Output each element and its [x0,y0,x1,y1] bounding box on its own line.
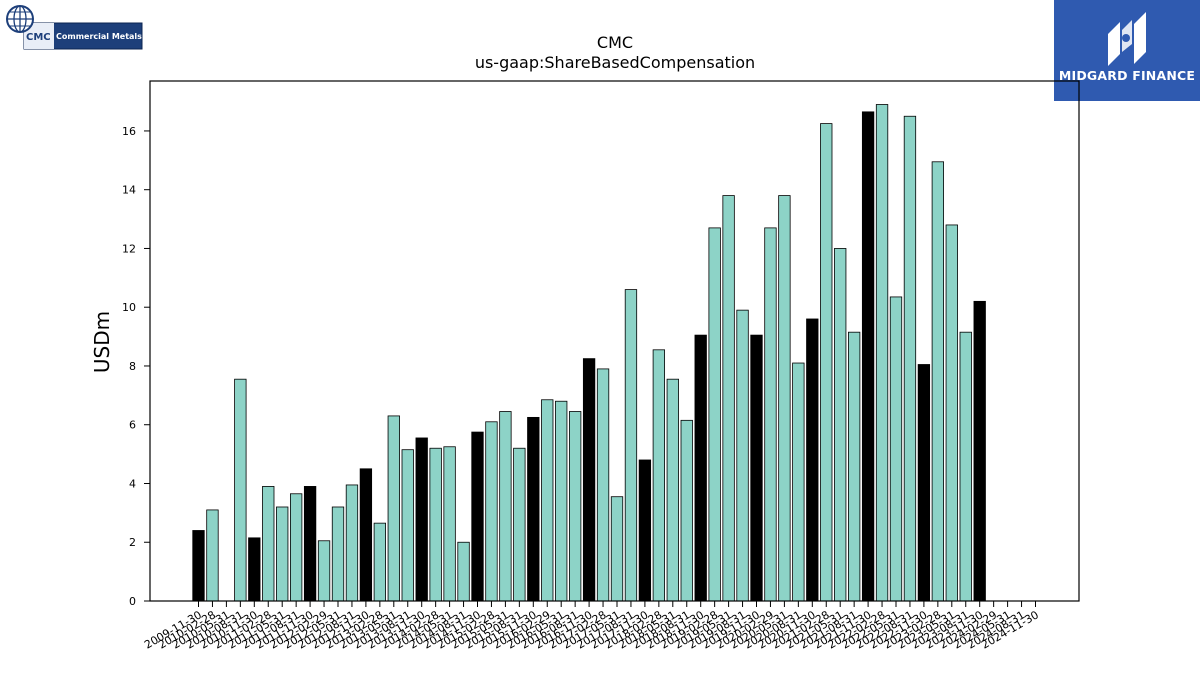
bar-2016-05-31 [555,400,568,602]
bars-group [192,104,986,602]
y-tick-label: 16 [122,125,136,138]
bar-2022-02-28 [875,104,889,602]
bar-2012-11-30 [359,468,373,602]
cmc-logo: CMC Commercial Metals [4,4,144,52]
brand-logo: MIDGARD FINANCE [1054,0,1200,101]
bar-2014-02-28 [429,447,442,602]
bar-2010-11-30 [248,537,261,602]
bar-2010-02-28 [206,509,219,602]
y-tick-label: 6 [129,419,136,432]
bar-2012-02-29 [317,540,331,602]
bar-2020-11-30 [806,318,819,602]
bar-2019-02-28 [708,227,721,602]
bar-2022-08-31 [903,115,917,602]
plot-frame [149,80,1080,602]
y-axis: 0 2 4 6 8 10 12 14 16 [122,125,150,608]
bar-2023-02-28 [931,161,944,602]
bar-2016-02-29 [541,399,554,602]
bar-2010-08-31 [234,378,247,602]
bar-2021-05-31 [834,248,847,602]
bar-2017-02-28 [596,368,610,602]
bar-2021-02-28 [820,123,833,602]
bar-2020-08-31 [792,362,805,602]
cmc-logo-mark: CMC [26,32,51,43]
y-tick-label: 10 [122,301,136,314]
bar-2011-08-31 [289,493,303,602]
bar-2020-02-29 [764,227,777,602]
bar-2018-08-31 [680,419,693,602]
bar-2023-08-31 [959,331,972,602]
bar-2020-05-31 [778,195,791,602]
bar-2021-08-31 [848,331,861,602]
bar-2021-11-30 [861,111,875,602]
bar-2017-11-30 [638,459,652,602]
bar-2015-02-28 [485,421,498,602]
y-tick-label: 14 [122,184,136,197]
brand-name: MIDGARD FINANCE [1058,68,1196,83]
bar-2019-05-31 [722,195,735,602]
y-tick-label: 12 [122,242,136,255]
bar-2015-08-31 [513,447,526,602]
bar-2014-08-31 [457,541,470,602]
bar-2018-02-28 [652,349,665,602]
cmc-logo-name: Commercial Metals [56,32,142,41]
bar-2014-05-31 [443,446,456,602]
bar-2011-05-31 [276,506,289,602]
bar-2022-11-30 [917,364,931,602]
bar-2012-05-31 [331,506,345,602]
bar-2019-11-30 [750,334,763,602]
y-tick-label: 8 [129,360,136,373]
bar-2023-11-30 [973,300,986,602]
bar-2014-11-30 [471,431,484,602]
bar-2016-08-31 [569,411,582,602]
chart-title: CMC [597,33,633,52]
bar-2011-02-28 [262,486,275,602]
y-tick-label: 4 [129,477,136,490]
bar-2023-05-31 [945,224,958,602]
y-tick-label: 0 [129,595,136,608]
bar-2013-05-31 [387,415,400,602]
bar-2011-11-30 [303,486,317,602]
bar-2015-05-31 [499,411,512,602]
bar-2017-05-31 [610,496,624,602]
bar-2013-11-30 [415,437,428,602]
y-axis-label: USDm [90,311,114,373]
brand-mark-icon [1108,12,1146,66]
y-tick-label: 2 [129,536,136,549]
bar-2017-08-31 [624,289,638,602]
cmc-globe-icon: CMC [6,5,143,50]
bar-2013-08-31 [401,449,414,602]
bar-2022-05-31 [889,296,903,602]
bar-2019-08-31 [736,309,749,602]
chart-subtitle: us-gaap:ShareBasedCompensation [475,53,755,72]
bar-2013-02-28 [373,522,387,602]
bar-2018-05-31 [666,378,679,602]
bar-2012-08-31 [345,484,359,602]
bar-2009-11-30 [192,530,205,602]
bar-2015-11-30 [527,416,540,602]
bar-2018-11-30 [694,334,707,602]
x-axis: 2009-11-302010-02-282010-05-312010-08-31… [142,601,1041,652]
bar-2016-11-30 [582,358,596,602]
